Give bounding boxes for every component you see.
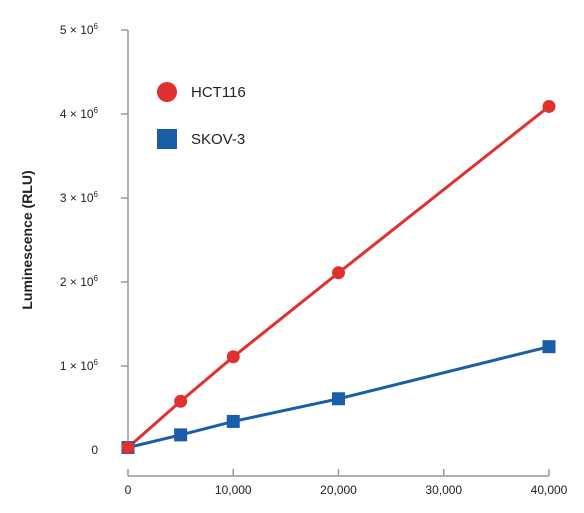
data-point-skov-3 — [332, 392, 345, 406]
y-tick-label: 0 — [91, 443, 98, 457]
x-tick-label: 30,000 — [425, 483, 462, 497]
y-axis-title: Luminescence (RLU) — [19, 170, 35, 309]
x-tick-label: 40,000 — [531, 483, 568, 497]
x-tick-label: 20,000 — [320, 483, 357, 497]
data-point-hct116 — [121, 440, 135, 454]
data-point-hct116 — [542, 99, 556, 113]
x-tick-label: 10,000 — [215, 483, 252, 497]
legend-label-hct116: HCT116 — [191, 84, 246, 101]
y-tick-label: 4 × 106 — [60, 106, 99, 121]
legend-marker-skov-3 — [157, 129, 177, 149]
data-point-hct116 — [332, 266, 345, 280]
x-tick-label: 0 — [125, 483, 132, 497]
data-point-hct116 — [174, 394, 188, 408]
data-point-skov-3 — [542, 340, 556, 354]
legend-marker-hct116 — [157, 82, 177, 102]
y-tick-label: 1 × 106 — [60, 358, 99, 373]
data-point-skov-3 — [174, 428, 188, 442]
data-point-skov-3 — [226, 414, 240, 428]
legend-label-skov-3: SKOV-3 — [191, 131, 245, 148]
y-tick-label: 5 × 106 — [60, 22, 99, 37]
y-tick-label: 3 × 106 — [60, 190, 99, 205]
y-tick-label: 2 × 106 — [60, 274, 99, 289]
data-point-hct116 — [226, 350, 240, 364]
